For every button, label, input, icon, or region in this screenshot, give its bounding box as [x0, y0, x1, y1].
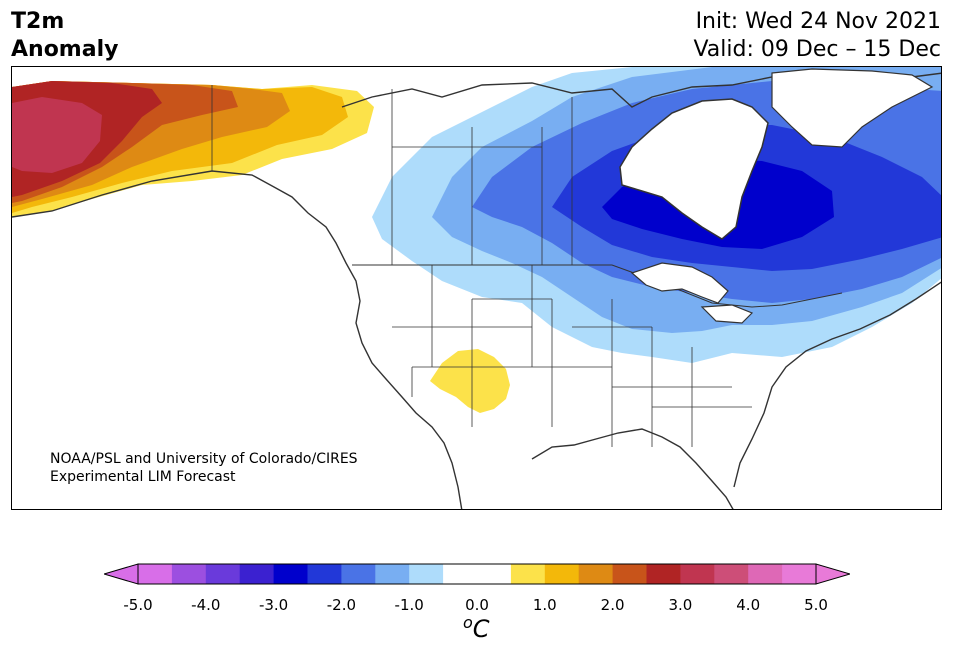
forecast-credit: NOAA/PSL and University of Colorado/CIRE…: [50, 450, 358, 486]
southwest-warm: [430, 349, 510, 413]
colorbar-cell: [714, 564, 749, 584]
alaska-warm-6: [12, 97, 102, 173]
colorbar-outline: [137, 563, 817, 585]
colorbar-cells: [138, 564, 817, 584]
colorbar-cell: [239, 564, 275, 584]
colorbar-max-extend: [815, 563, 850, 585]
colorbar-cell: [205, 564, 241, 584]
colorbar-tick-label: 1.0: [532, 596, 557, 614]
credit-line-2: Experimental LIM Forecast: [50, 469, 236, 485]
units-label: oC: [463, 613, 490, 643]
credit-line-1: NOAA/PSL and University of Colorado/CIRE…: [50, 451, 358, 467]
colorbar-cell: [171, 564, 207, 584]
colorbar-cell: [409, 564, 444, 584]
colorbar-cell: [477, 564, 512, 584]
title-line-2: Anomaly: [11, 37, 119, 62]
units-base: C: [472, 615, 490, 643]
anomaly-map: NOAA/PSL and University of Colorado/CIRE…: [11, 66, 942, 510]
colorbar-tick-label: 0.0: [465, 596, 489, 614]
map-title: T2m Anomaly: [11, 8, 118, 64]
colorbar-tick-label: -3.0: [258, 596, 289, 614]
greenland: [771, 68, 934, 148]
colorbar-tick-label: 3.0: [668, 596, 693, 614]
units-superscript: o: [463, 613, 473, 632]
great-lakes: [630, 262, 754, 324]
colorbar-tick-label: -1.0: [394, 596, 424, 614]
colorbar: [104, 563, 850, 585]
colorbar-cell: [375, 564, 410, 584]
colorbar-tick-label: -5.0: [123, 596, 153, 614]
colorbar-tick-label: 2.0: [600, 596, 625, 614]
colorbar-cell: [578, 564, 614, 584]
colorbar-tick-label: 5.0: [804, 596, 828, 614]
state-lines: [392, 265, 752, 447]
colorbar-min-extend: [104, 563, 139, 585]
colorbar-cell: [748, 564, 783, 584]
coastline-east: [733, 281, 941, 488]
colorbar-cell: [443, 564, 478, 584]
date-info: Init: Wed 24 Nov 2021 Valid: 09 Dec – 15…: [693, 8, 941, 64]
colorbar-cell: [544, 564, 580, 584]
title-line-1: T2m: [11, 9, 65, 34]
colorbar-cell: [612, 564, 647, 584]
colorbar-cell: [138, 564, 173, 584]
init-date: Init: Wed 24 Nov 2021: [695, 9, 941, 34]
hudson-bay: [619, 98, 769, 240]
valid-range: Valid: 09 Dec – 15 Dec: [693, 37, 941, 62]
colorbar-cell: [646, 564, 681, 584]
colorbar-tick-label: -4.0: [191, 596, 221, 614]
coastline-gulf: [531, 428, 734, 509]
colorbar-tick-label: 4.0: [736, 596, 761, 614]
colorbar-cell: [307, 564, 342, 584]
province-lines: [211, 85, 573, 265]
colorbar-cell: [341, 564, 376, 584]
colorbar-cell: [510, 564, 546, 584]
colorbar-cell: [273, 564, 308, 584]
map-canvas: [12, 67, 941, 509]
colorbar-tick-label: -2.0: [326, 596, 357, 614]
colorbar-cell: [680, 564, 715, 584]
colorbar-cell: [782, 564, 817, 584]
